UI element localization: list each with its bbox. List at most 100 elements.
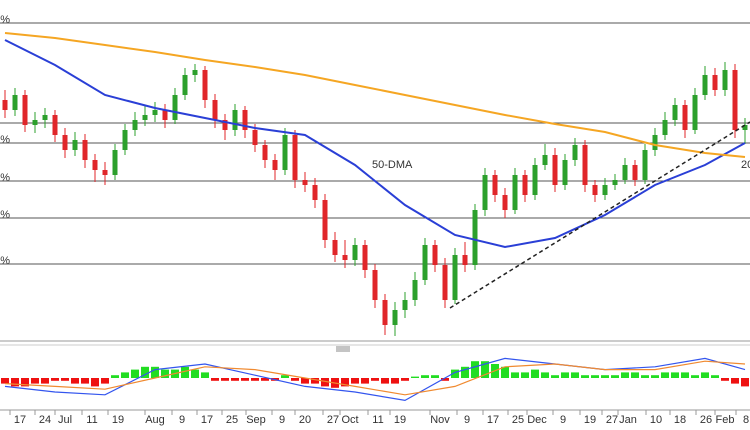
histogram-bar [501,366,509,378]
histogram-bar [511,372,519,378]
x-tick-label: 26 [700,414,712,426]
candle-body [92,160,98,170]
candle-body [472,210,478,265]
histogram-bar [221,378,229,381]
candle-body [172,95,178,120]
candle-body [522,175,528,195]
candle-body [722,70,728,90]
histogram-bar [531,369,539,378]
histogram-bar [1,378,9,384]
candle-body [412,280,418,300]
candle-body [362,245,368,270]
candle-body [602,185,608,195]
histogram-bar [211,378,219,381]
histogram-bar [571,372,579,378]
histogram-bar [191,369,199,378]
histogram-bar [201,372,209,378]
candle-body [652,135,658,150]
histogram-bar [141,366,149,378]
histogram-bar [431,375,439,378]
x-tick-label: 27 [327,414,339,426]
candle-body [342,255,348,260]
histogram-bar [661,372,669,378]
x-tick-label: Jan [619,414,637,426]
x-tick-label: 25 [512,414,524,426]
candle-body [22,95,28,125]
indicator-line [4,357,746,402]
candle-body [212,100,218,120]
candle-body [352,245,358,260]
x-tick-label: Aug [145,414,165,426]
candle-body [512,175,518,210]
x-tick-label: 10 [650,414,662,426]
candle-body [492,175,498,195]
candle-body [672,105,678,120]
histogram-bar [251,378,259,381]
level-label: % [0,172,10,184]
ma-label: 50-DMA [372,159,413,171]
histogram-bar [721,378,729,381]
candle-body [282,135,288,170]
x-tick-label: 9 [464,414,470,426]
candle-body [272,160,278,170]
indicator-line [4,360,746,396]
histogram-bar [351,378,359,384]
candle-body [332,240,338,255]
histogram-bar [481,361,489,378]
trendline [449,121,750,309]
candle-body [432,245,438,265]
candle-body [572,145,578,160]
candle-body [12,95,18,110]
candle-body [482,175,488,210]
histogram-bar [671,372,679,378]
histogram-bar [31,378,39,384]
level-label: % [0,255,10,267]
histogram-bar [641,375,649,378]
histogram-bar [691,375,699,378]
candle-body [552,155,558,185]
candle-body [422,245,428,280]
x-tick-label: 17 [201,414,213,426]
histogram-bar [131,369,139,378]
resize-grip[interactable] [336,346,350,352]
x-tick-label: 17 [487,414,499,426]
candle-body [32,120,38,125]
x-tick-label: 9 [560,414,566,426]
candle-body [132,120,138,130]
histogram-bar [61,378,69,381]
moving-average [4,32,746,158]
x-tick-label: 8 [743,414,749,426]
histogram-bar [521,372,529,378]
x-tick-label: 27 [606,414,618,426]
histogram-bar [381,378,389,384]
histogram-bar [591,375,599,378]
x-tick-label: 20 [299,414,311,426]
candle-body [462,255,468,265]
candle-body [82,140,88,160]
x-tick-label: 19 [584,414,596,426]
candle-body [252,130,258,145]
candle-body [242,110,248,130]
histogram-bar [231,378,239,381]
histogram-bar [601,375,609,378]
histogram-bar [241,378,249,381]
x-tick-label: 11 [86,414,97,426]
candle-body [532,165,538,195]
candle-body [42,115,48,120]
candle-body [662,120,668,135]
histogram-bar [71,378,79,384]
histogram-bar [541,372,549,378]
candle-body [62,135,68,150]
x-tick-label: Oct [341,414,358,426]
histogram-bar [421,375,429,378]
candle-body [692,95,698,130]
candle-body [542,155,548,165]
x-tick-label: Feb [716,414,735,426]
histogram-bar [621,372,629,378]
candle-body [102,170,108,175]
candle-body [502,195,508,210]
histogram-bar [161,369,169,378]
candle-body [222,120,228,130]
candle-body [312,185,318,200]
